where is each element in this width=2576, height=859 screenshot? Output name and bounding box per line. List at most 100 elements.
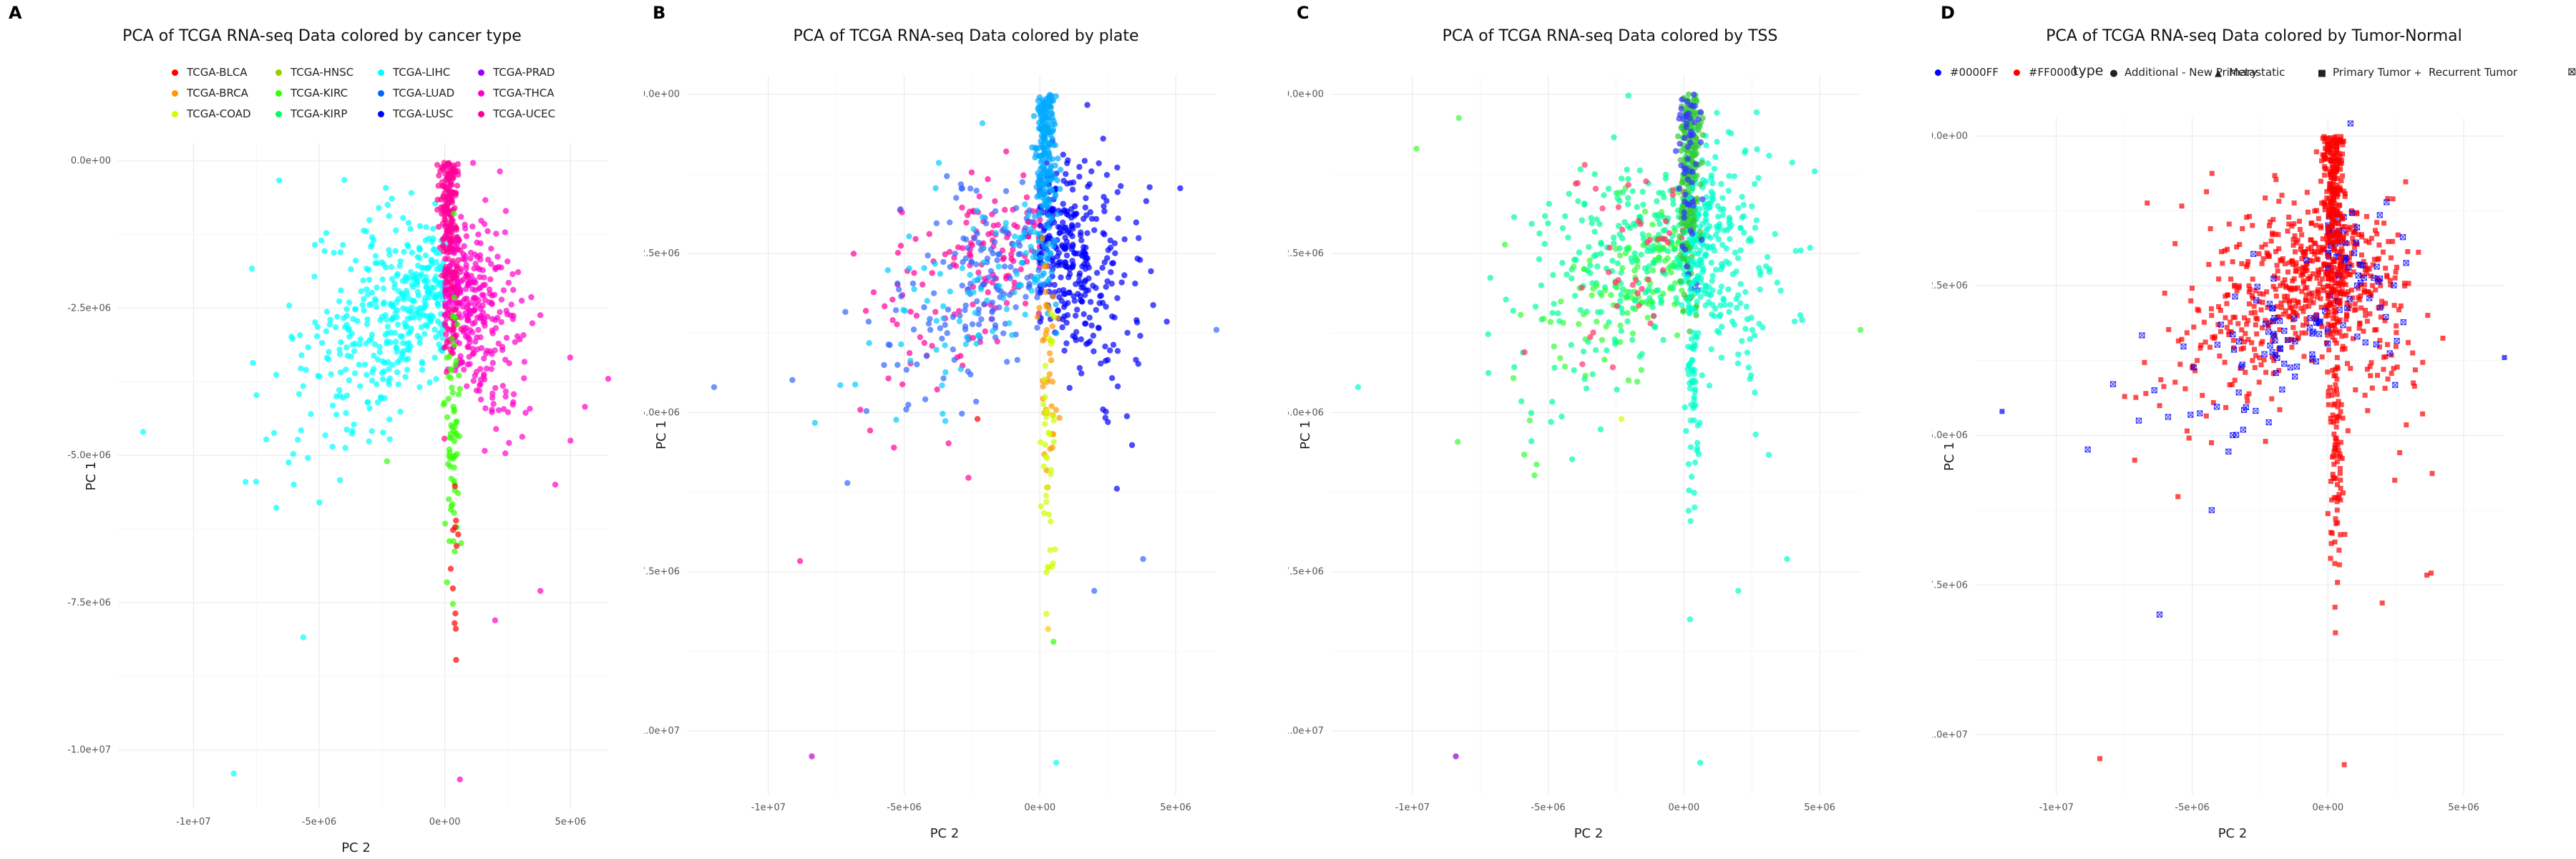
- data-point: [1684, 98, 1690, 105]
- data-point: [2323, 271, 2328, 277]
- data-point: [1719, 212, 1726, 218]
- data-point: [2308, 298, 2313, 304]
- data-point: [2286, 221, 2292, 227]
- data-point-cross: [2267, 342, 2273, 349]
- data-point-cross: [2309, 330, 2316, 336]
- data-point: [1002, 207, 1008, 213]
- data-point: [442, 520, 449, 527]
- data-point: [2258, 362, 2264, 368]
- data-point: [2249, 293, 2255, 299]
- data-point: [2240, 225, 2245, 231]
- data-point: [2179, 336, 2185, 342]
- data-point-box: [2235, 389, 2242, 396]
- data-point: [1536, 256, 1543, 263]
- data-point: [1686, 309, 1692, 316]
- data-point: [1644, 239, 1651, 246]
- data-point: [2240, 427, 2246, 433]
- data-point: [2373, 341, 2379, 348]
- data-point: [1592, 346, 1599, 354]
- data-point-cross: [2151, 387, 2157, 394]
- data-point: [1689, 180, 1695, 186]
- data-point: [1717, 311, 1724, 318]
- data-point: [2384, 274, 2390, 280]
- data-point: [2273, 293, 2279, 299]
- data-point: [1060, 200, 1066, 207]
- data-point: [1698, 236, 1705, 243]
- data-point: [1683, 427, 1689, 435]
- data-point: [1590, 329, 1596, 336]
- data-point-box: [2400, 234, 2406, 241]
- data-point: [351, 370, 358, 377]
- data-point: [1629, 336, 1636, 343]
- data-point: [2288, 287, 2294, 293]
- data-point: [1551, 301, 1557, 307]
- data-point: [338, 339, 344, 346]
- data-point: [2324, 340, 2331, 347]
- data-point: [472, 287, 479, 293]
- data-point: [464, 295, 470, 302]
- data-point: [449, 191, 456, 198]
- data-point-cross: [2343, 255, 2349, 261]
- data-point: [1662, 218, 1669, 225]
- data-point: [374, 284, 380, 291]
- data-point: [953, 195, 960, 201]
- data-point: [1797, 312, 1804, 319]
- data-point: [956, 318, 963, 325]
- data-point: [2281, 360, 2288, 367]
- data-point: [457, 247, 464, 254]
- data-point: [2420, 359, 2426, 365]
- data-point: [1652, 324, 1659, 331]
- data-point: [2145, 200, 2150, 206]
- data-point: [1023, 250, 1030, 256]
- data-point: [1737, 247, 1744, 253]
- data-point: [2334, 392, 2340, 397]
- data-point: [2282, 277, 2288, 283]
- data-point: [2313, 312, 2319, 318]
- data-point: [2364, 319, 2370, 324]
- data-point: [1096, 160, 1102, 167]
- data-point: [985, 289, 991, 296]
- data-point: [1586, 243, 1592, 251]
- data-point: [972, 309, 979, 316]
- data-point: [2303, 304, 2308, 309]
- data-point: [2202, 339, 2208, 345]
- data-point: [891, 445, 897, 451]
- data-point: [1213, 326, 1220, 333]
- data-point: [376, 349, 384, 356]
- data-point: [472, 372, 479, 379]
- data-point: [1511, 364, 1518, 371]
- data-point: [2290, 261, 2296, 267]
- data-point: [2381, 220, 2387, 226]
- data-point: [1055, 223, 1062, 230]
- data-point: [2381, 354, 2386, 360]
- data-point: [1611, 134, 1617, 141]
- data-point: [1063, 252, 1070, 259]
- data-point: [1599, 336, 1606, 343]
- data-point: [2351, 250, 2358, 256]
- data-point: [457, 268, 464, 276]
- data-point: [2275, 232, 2281, 238]
- data-point: [1740, 213, 1747, 220]
- data-point: [1093, 270, 1101, 276]
- data-point: [458, 213, 464, 220]
- data-point: [2334, 459, 2340, 465]
- data-point: [1045, 212, 1052, 218]
- data-point: [2359, 262, 2366, 268]
- data-point: [2301, 271, 2306, 277]
- data-point: [2203, 413, 2209, 419]
- data-point: [514, 333, 521, 339]
- data-point: [2139, 332, 2145, 339]
- data-point: [1128, 442, 1136, 448]
- data-point: [2341, 490, 2346, 496]
- data-point: [1026, 207, 1033, 213]
- data-point: [2336, 495, 2341, 501]
- data-point: [2343, 311, 2349, 317]
- data-point: [982, 220, 990, 227]
- data-point: [1065, 229, 1071, 236]
- data-point: [2325, 296, 2331, 301]
- data-point: [290, 450, 297, 457]
- data-point: [987, 246, 995, 253]
- data-point: [435, 223, 442, 230]
- data-point: [452, 524, 459, 530]
- data-point: [1692, 504, 1698, 511]
